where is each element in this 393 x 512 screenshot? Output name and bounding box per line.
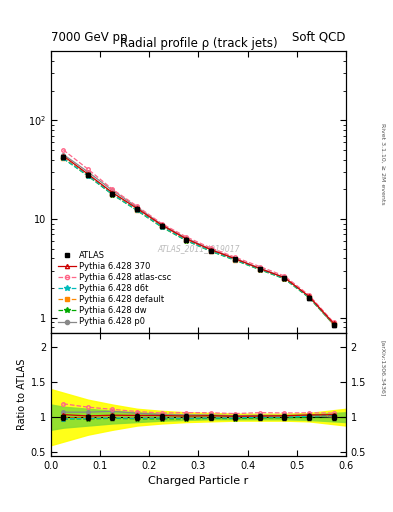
Text: [arXiv:1306.3436]: [arXiv:1306.3436] bbox=[381, 340, 386, 397]
Y-axis label: Ratio to ATLAS: Ratio to ATLAS bbox=[17, 359, 27, 430]
Text: 7000 GeV pp: 7000 GeV pp bbox=[51, 31, 128, 44]
Text: ATLAS_2011_I919017: ATLAS_2011_I919017 bbox=[157, 244, 240, 253]
X-axis label: Charged Particle r: Charged Particle r bbox=[148, 476, 249, 486]
Legend: ATLAS, Pythia 6.428 370, Pythia 6.428 atlas-csc, Pythia 6.428 d6t, Pythia 6.428 : ATLAS, Pythia 6.428 370, Pythia 6.428 at… bbox=[55, 248, 174, 329]
Title: Radial profile ρ (track jets): Radial profile ρ (track jets) bbox=[119, 37, 277, 50]
Text: Rivet 3.1.10, ≥ 2M events: Rivet 3.1.10, ≥ 2M events bbox=[381, 123, 386, 205]
Text: Soft QCD: Soft QCD bbox=[292, 31, 346, 44]
